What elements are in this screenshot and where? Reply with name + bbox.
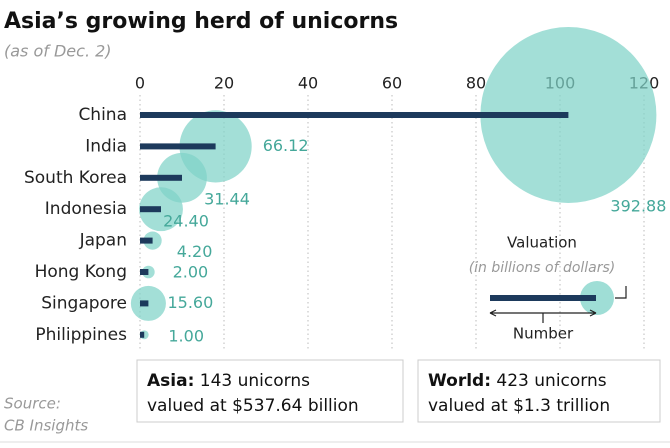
valuation-label: 392.88	[610, 197, 666, 216]
legend-size-title: Valuation	[507, 234, 577, 252]
x-tick-label: 60	[382, 74, 402, 93]
box-line2: valued at $1.3 trillion	[428, 396, 610, 416]
valuation-label: 2.00	[173, 263, 209, 282]
valuation-label: 1.00	[168, 326, 204, 345]
box-label: World:	[428, 371, 491, 391]
category-label: Singapore	[41, 293, 127, 313]
legend-bubble	[580, 281, 614, 315]
category-label: China	[78, 105, 127, 125]
summary-box: World: 423 unicorns valued at $1.3 trill…	[417, 359, 661, 423]
box-line1: World: 423 unicorns	[428, 371, 607, 391]
x-tick-label: 0	[135, 74, 145, 93]
bar	[140, 206, 161, 213]
x-tick-label: 80	[466, 74, 486, 93]
box-label: Asia:	[147, 371, 194, 391]
bar	[140, 237, 153, 244]
chart-title: Asia’s growing herd of unicorns	[4, 9, 398, 34]
chart-subtitle: (as of Dec. 2)	[4, 42, 112, 61]
source: Source:	[4, 395, 61, 413]
bar	[140, 269, 149, 275]
valuation-label: 31.44	[204, 189, 250, 208]
bar	[140, 112, 569, 118]
legend-bar-title: Number	[513, 325, 574, 343]
legend-size-unit: (in billions of dollars)	[469, 260, 616, 276]
legend-bar	[490, 295, 596, 301]
legend: Valuation (in billions of dollars) Numbe…	[469, 234, 627, 343]
box-line2: valued at $537.64 billion	[147, 396, 359, 416]
box-count: 423 unicorns	[496, 371, 606, 391]
category-label: Japan	[79, 231, 127, 251]
bar	[140, 143, 216, 150]
category-label: Philippines	[35, 325, 127, 345]
legend-pointer	[615, 286, 627, 299]
category-label: Hong Kong	[35, 262, 127, 282]
valuation-label: 24.40	[163, 212, 209, 231]
marks: China India South Korea Indonesia Japan Hong …	[24, 27, 666, 345]
x-tick-label: 40	[298, 74, 318, 93]
valuation-label: 66.12	[263, 136, 309, 155]
category-label: India	[85, 136, 127, 156]
valuation-label: 4.20	[177, 242, 213, 261]
box-frame	[136, 359, 404, 423]
valuation-label: 15.60	[167, 293, 213, 312]
bar	[140, 174, 182, 181]
x-tick-label: 20	[214, 74, 234, 93]
category-label: Indonesia	[45, 199, 127, 219]
box-count: 143 unicorns	[200, 371, 310, 391]
box-line1: Asia: 143 unicorns	[147, 371, 310, 391]
bar	[140, 331, 145, 338]
bar	[140, 300, 149, 307]
summary-box: Asia: 143 unicorns valued at $537.64 bil…	[136, 359, 404, 423]
category-label: South Korea	[24, 168, 127, 188]
box-frame	[417, 359, 661, 423]
source: CB Insights	[4, 417, 88, 435]
